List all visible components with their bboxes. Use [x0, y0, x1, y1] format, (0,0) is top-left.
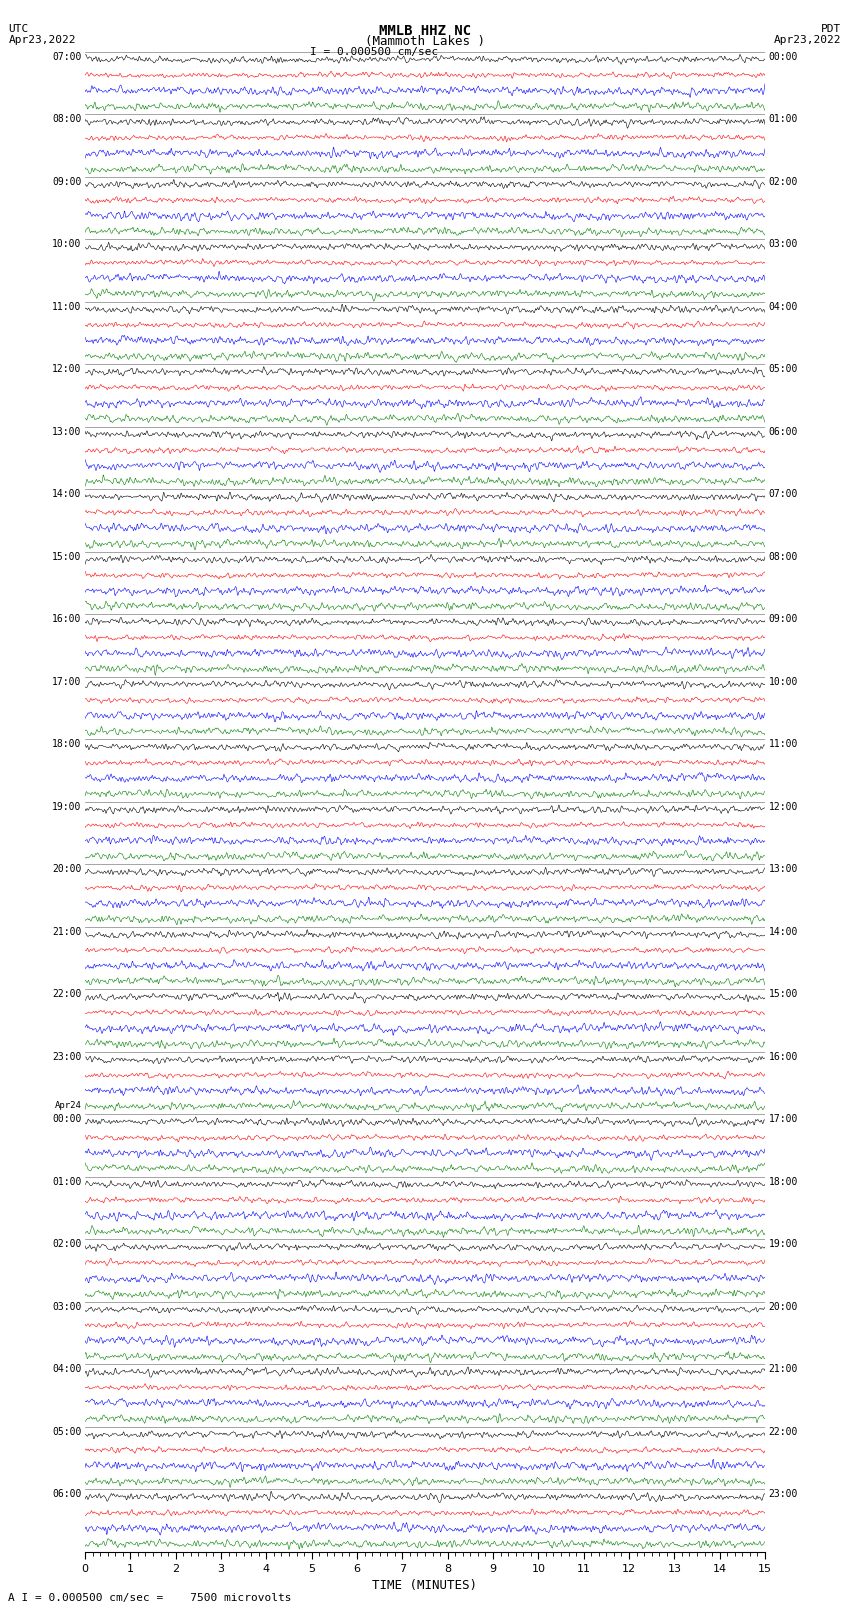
Text: 19:00: 19:00 [768, 1239, 798, 1248]
Text: Apr23,2022: Apr23,2022 [774, 35, 842, 45]
Text: 06:00: 06:00 [52, 1489, 82, 1498]
Text: 08:00: 08:00 [768, 552, 798, 561]
Text: 17:00: 17:00 [52, 677, 82, 687]
Text: 20:00: 20:00 [52, 865, 82, 874]
Text: 04:00: 04:00 [52, 1365, 82, 1374]
Text: 15:00: 15:00 [768, 989, 798, 998]
X-axis label: TIME (MINUTES): TIME (MINUTES) [372, 1579, 478, 1592]
Text: 13:00: 13:00 [52, 427, 82, 437]
Text: 00:00: 00:00 [52, 1115, 82, 1124]
Text: MMLB HHZ NC: MMLB HHZ NC [379, 24, 471, 39]
Text: 01:00: 01:00 [52, 1177, 82, 1187]
Text: I = 0.000500 cm/sec: I = 0.000500 cm/sec [310, 47, 438, 56]
Text: 02:00: 02:00 [52, 1239, 82, 1248]
Text: 07:00: 07:00 [52, 52, 82, 61]
Text: 23:00: 23:00 [52, 1052, 82, 1061]
Text: UTC: UTC [8, 24, 29, 34]
Text: 00:00: 00:00 [768, 52, 798, 61]
Text: 12:00: 12:00 [52, 365, 82, 374]
Text: 17:00: 17:00 [768, 1115, 798, 1124]
Text: 09:00: 09:00 [768, 615, 798, 624]
Text: 16:00: 16:00 [768, 1052, 798, 1061]
Text: A I = 0.000500 cm/sec =    7500 microvolts: A I = 0.000500 cm/sec = 7500 microvolts [8, 1594, 292, 1603]
Text: 15:00: 15:00 [52, 552, 82, 561]
Text: Apr23,2022: Apr23,2022 [8, 35, 76, 45]
Text: 13:00: 13:00 [768, 865, 798, 874]
Text: 04:00: 04:00 [768, 302, 798, 311]
Text: (Mammoth Lakes ): (Mammoth Lakes ) [365, 35, 485, 48]
Text: 06:00: 06:00 [768, 427, 798, 437]
Text: 11:00: 11:00 [768, 739, 798, 748]
Text: 07:00: 07:00 [768, 489, 798, 498]
Text: 22:00: 22:00 [768, 1426, 798, 1437]
Text: 03:00: 03:00 [768, 239, 798, 248]
Text: 23:00: 23:00 [768, 1489, 798, 1498]
Text: 14:00: 14:00 [768, 926, 798, 937]
Text: 16:00: 16:00 [52, 615, 82, 624]
Text: 22:00: 22:00 [52, 989, 82, 998]
Text: 03:00: 03:00 [52, 1302, 82, 1311]
Text: 08:00: 08:00 [52, 115, 82, 124]
Text: 21:00: 21:00 [52, 926, 82, 937]
Text: 20:00: 20:00 [768, 1302, 798, 1311]
Text: 19:00: 19:00 [52, 802, 82, 811]
Text: 05:00: 05:00 [768, 365, 798, 374]
Text: 11:00: 11:00 [52, 302, 82, 311]
Text: 12:00: 12:00 [768, 802, 798, 811]
Text: 01:00: 01:00 [768, 115, 798, 124]
Text: 05:00: 05:00 [52, 1426, 82, 1437]
Text: 09:00: 09:00 [52, 177, 82, 187]
Text: 10:00: 10:00 [52, 239, 82, 248]
Text: 21:00: 21:00 [768, 1365, 798, 1374]
Text: 02:00: 02:00 [768, 177, 798, 187]
Text: 10:00: 10:00 [768, 677, 798, 687]
Text: 18:00: 18:00 [52, 739, 82, 748]
Text: PDT: PDT [821, 24, 842, 34]
Text: 14:00: 14:00 [52, 489, 82, 498]
Text: Apr24: Apr24 [54, 1100, 82, 1110]
Text: 18:00: 18:00 [768, 1177, 798, 1187]
